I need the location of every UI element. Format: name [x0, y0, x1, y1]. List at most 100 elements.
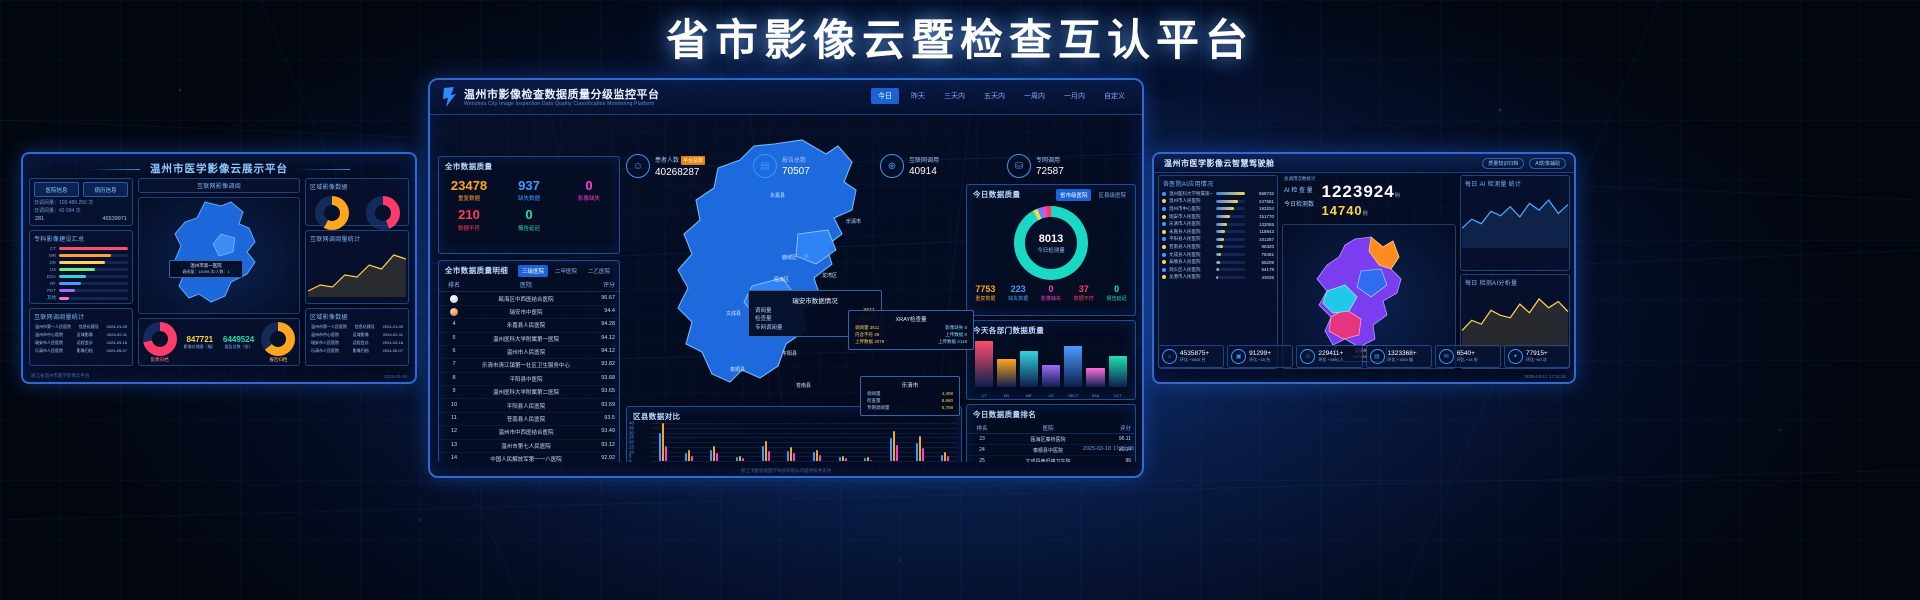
daily-ai-chart-title: 每日 AI 检测量 统计 [1465, 182, 1522, 188]
ai-row-value-5: 118943 [1259, 229, 1274, 235]
ai-row-value-9: 65209 [1261, 259, 1274, 265]
detail-tab-0[interactable]: 三级医院 [517, 265, 548, 277]
row-hospital-0: 瓯海区中西医结合医院 [498, 296, 554, 303]
chart-group-9 [882, 423, 906, 461]
left-table-cell-2-0: 瑞安市人民医院 [35, 340, 63, 345]
list-item: 龙港市人民医院 43026 [1159, 274, 1277, 282]
time-tab-3[interactable]: 五天内 [984, 93, 1005, 100]
time-tab-6[interactable]: 自定义 [1104, 93, 1125, 100]
today-tab-1[interactable]: 区县级医院 [1098, 193, 1126, 199]
xray-tip-r-0: 影像缺失 0 [945, 325, 967, 330]
right-button-1[interactable]: AI影像辅助 [1529, 158, 1566, 169]
left-dashboard-screen[interactable]: 温州市医学影像云展示平台 医院信息 病历信息 日调阅量：109 489 250 … [21, 152, 417, 384]
center-map-area[interactable]: 永嘉县 乐清市 鹿城区 瓯海区 龙湾区 文成县 瑞安市 泰顺县 平阳县 苍南县 … [430, 114, 1142, 462]
quality-detail-tabs[interactable]: 三级医院 二甲医院 二乙医院 [517, 265, 614, 277]
quality-detail-title: 全市数据质量明细 [445, 266, 509, 275]
center-time-tabs[interactable]: 今日 昨天 三天内 五天内 一周内 一月内 自定义 [871, 88, 1132, 104]
center-dashboard-screen[interactable]: 温州市影像检查数据质量分级监控平台 Wenzhou City Image Ins… [428, 78, 1144, 478]
left-table-row-2: 瑞安市人民医院 远程会诊 2024-03-18 [30, 339, 132, 347]
row-hospital-3: 温州医科大学附属第一医院 [492, 336, 559, 343]
row-score-10: 93.49 [601, 428, 615, 435]
tab-record-info[interactable]: 病历信息 [83, 182, 128, 197]
hospital-info-card: 医院信息 病历信息 日调阅量：109 489 250 次 日调阅量：42 094… [29, 178, 133, 226]
row-hospital-10: 温州市中西医结合医院 [498, 430, 554, 437]
dept-quality-title: 今天各部门数据质量 [973, 326, 1045, 335]
left-bar-track-7 [59, 296, 128, 300]
ai-row-bar-track-4 [1216, 222, 1245, 226]
right-stat-sub-5: 环比 +60 次 [1525, 357, 1547, 362]
time-tab-4[interactable]: 一周内 [1024, 93, 1045, 100]
ai-row-bar-track-1 [1216, 199, 1245, 203]
map-tip-label-1: 检查量 [755, 316, 772, 323]
time-tab-1[interactable]: 昨天 [911, 93, 925, 100]
row-hospital-7: 温州医科大学附属第二医院 [492, 390, 559, 397]
today-tab-0[interactable]: 省市级医院 [1055, 189, 1092, 201]
left-table-cell-3-2: 2024-05-07 [382, 348, 403, 353]
time-tab-5[interactable]: 一月内 [1064, 93, 1085, 100]
hospital-info-tabs[interactable]: 医院信息 病历信息 [30, 179, 132, 200]
left-table-row-3: 乐清市人民医院 影像归档 2024-05-07 [30, 347, 132, 355]
right-center-column: 总调用次数统计 AI 检 查 量 今日检测数 1223924例 14740例 [1282, 175, 1456, 369]
map-label-lucheng: 鹿城区 [782, 255, 798, 261]
row-rank-9: 11 [451, 414, 457, 421]
chart-bar-6-1 [815, 449, 818, 461]
chart-tip-value-2: 5,758 [941, 404, 953, 410]
chart-gridline-5 [651, 446, 957, 448]
right-region-map[interactable]: 乐清市 927409+ [1282, 224, 1456, 369]
left-bar-label-4: DSA [46, 274, 56, 279]
chart-gridline-2 [651, 432, 957, 434]
xray-tip-r-2: 上传数据 4118 [938, 338, 967, 344]
quality-label-1: 缺失数据 [517, 196, 540, 203]
ai-row-name-9: 泰顺县人民医院 [1169, 259, 1201, 265]
chart-bar-1-0 [684, 453, 687, 461]
detail-tab-1[interactable]: 二甲医院 [554, 269, 577, 275]
quality-cell-4: 0 报告延迟 [499, 205, 559, 234]
platform-logo-icon [443, 87, 456, 107]
list-item: 泰顺县人民医院 65209 [1159, 258, 1277, 266]
doctor-icon: ☺ [1300, 349, 1316, 364]
left-dashboard-body: 医院信息 病历信息 日调阅量：109 489 250 次 日调阅量：42 094… [29, 178, 409, 366]
table-row: 7 乐清市清江镇第一社区卫生服务中心 93.82 [439, 359, 619, 373]
tab-hospital-info[interactable]: 医院信息 [34, 182, 79, 197]
today-rank-title: 今日数据质量排名 [973, 410, 1037, 419]
kpi-text-0: 患者人数 平台总数 40268287 [655, 155, 706, 178]
left-map[interactable]: 温州市第一医院 调阅量：14098 次/人数：1 [138, 197, 300, 314]
chart-bar-8-0 [864, 458, 867, 461]
left-bar-label-7: 其他 [47, 295, 56, 300]
xray-tip-row-2: 上传数据 4079 上传数据 4118 [855, 339, 967, 346]
ai-row-value-6: 101287 [1258, 236, 1274, 242]
table-row: 9 温州医科大学附属第二医院 93.65 [439, 386, 619, 400]
dept-bar-2 [1019, 351, 1038, 387]
xray-tip-l-1: 内含不符 39 [855, 331, 880, 337]
chart-bar-0-1 [661, 423, 664, 461]
time-tab-2[interactable]: 三天内 [944, 93, 965, 100]
kpi-2: ⊕ 互联网调用 40914 [880, 154, 1007, 178]
district-chart-bars [651, 423, 957, 461]
ai-today-value: 14740 [1321, 203, 1363, 218]
chart-gridline-0 [651, 423, 957, 424]
detail-tab-2[interactable]: 二乙医院 [587, 269, 610, 275]
right-left-column: 各医院AI应用情况 温州医科大学附属第一医院 568732 温州市人民医院 24758… [1158, 175, 1278, 369]
right-dashboard-screen[interactable]: 温州市医学影像云智慧驾驶舱 质量知识归档 AI影像辅助 各医院AI应用情况 温州医… [1152, 152, 1576, 384]
today-quality-tabs[interactable]: 省市级医院 区县级医院 [1055, 189, 1130, 201]
ai-row-name-10: 洞头区人民医院 [1169, 266, 1201, 272]
chart-tip-value-1: 9,660 [941, 397, 953, 403]
region-data-title: 区域影像数据 [310, 315, 348, 321]
user-icon: ☺ [626, 154, 650, 178]
quality-detail-panel: 全市数据质量明细 三级医院 二甲医院 二乙医院 排名 医院 评分 瓯海区中西医结合医… [438, 260, 620, 462]
ai-row-value-10: 54178 [1261, 267, 1274, 273]
map-label-cangnan: 苍南县 [796, 383, 812, 389]
center-footer: 浙江卡酷智能医疗科技有限公司提供技术支持 [741, 468, 831, 473]
chart-group-4 [754, 423, 778, 461]
table-row: 12 温州市中西医结合医院 93.49 [439, 426, 619, 440]
right-stat-sub-0: 环比 +4608 台 [1180, 357, 1206, 362]
ai-row-value-3: 151770 [1258, 214, 1274, 220]
ai-row-name-4: 乐清市人民医院 [1169, 221, 1201, 227]
dept-quality-labels: CT DR MR US RECT DSA ECT [975, 394, 1127, 398]
time-tab-0[interactable]: 今日 [871, 88, 899, 104]
quality-label-4: 报告延迟 [517, 225, 540, 232]
title-rule-left [88, 168, 141, 170]
right-button-0[interactable]: 质量知识归档 [1482, 158, 1525, 169]
right-header-buttons[interactable]: 质量知识归档 AI影像辅助 [1482, 158, 1566, 169]
col-rank: 排名 [447, 283, 460, 290]
